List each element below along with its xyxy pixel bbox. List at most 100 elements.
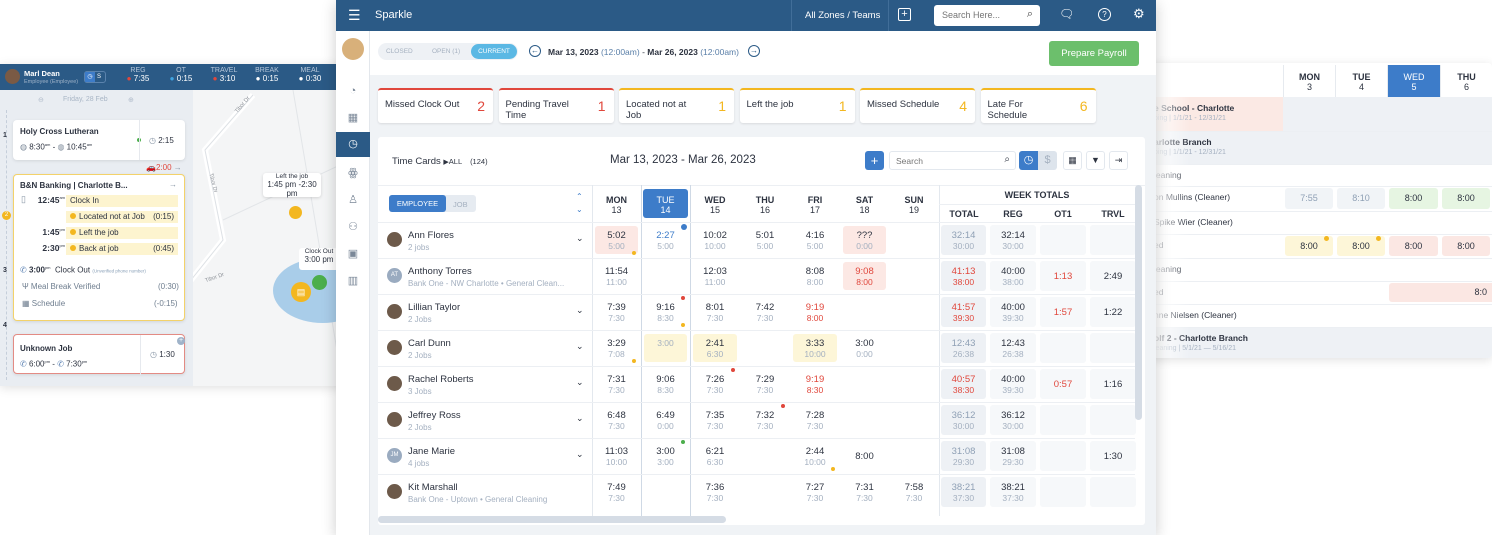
teams-icon[interactable]: ꙮ bbox=[348, 167, 358, 179]
add-icon[interactable]: + bbox=[177, 337, 185, 345]
employee-name[interactable]: Kit Marshall bbox=[408, 482, 458, 493]
timecards-search[interactable]: ⌕ bbox=[889, 151, 1016, 170]
day-cell[interactable]: 7:49 7:30 bbox=[592, 482, 641, 504]
shift-span[interactable]: 8:0 bbox=[1389, 283, 1492, 302]
chevron-down-icon[interactable]: ⌄ bbox=[576, 449, 584, 459]
help-icon[interactable]: ? bbox=[1098, 8, 1111, 21]
day-cell[interactable]: 3:00 3:00 bbox=[641, 446, 690, 468]
briefcase-icon[interactable]: ▣ bbox=[347, 248, 359, 260]
day-cell[interactable]: 11:54 11:00 bbox=[592, 266, 641, 288]
calendar-icon[interactable]: ▦ bbox=[347, 112, 359, 124]
shift-cell[interactable]: 8:00 bbox=[1442, 188, 1490, 209]
expand-collapse-icons[interactable]: ⌃ ⌄ bbox=[576, 192, 583, 214]
day-cell[interactable]: 3:00 bbox=[641, 338, 690, 349]
day-cell[interactable]: 6:21 6:30 bbox=[690, 446, 740, 468]
filter-button[interactable]: ▼ bbox=[1086, 151, 1105, 170]
day-cell[interactable]: 7:42 7:30 bbox=[740, 302, 790, 324]
day-cell[interactable]: 9:06 8:30 bbox=[641, 374, 690, 396]
day-cell[interactable]: 9:08 8:00 bbox=[840, 266, 889, 288]
user-avatar[interactable] bbox=[342, 38, 364, 60]
chevron-down-icon[interactable]: ⌄ bbox=[576, 233, 584, 243]
location-pin-icon[interactable] bbox=[289, 206, 302, 219]
add-icon[interactable]: + bbox=[898, 8, 911, 21]
timecards-icon[interactable]: ◷ bbox=[336, 132, 370, 157]
day-cell[interactable]: 8:01 7:30 bbox=[690, 302, 740, 324]
reports-icon[interactable]: ▥ bbox=[347, 275, 359, 287]
day-cell[interactable]: 2:27 5:00 bbox=[641, 230, 690, 252]
tab-open[interactable]: OPEN (1) bbox=[432, 48, 461, 55]
day-cell[interactable]: 12:03 11:00 bbox=[690, 266, 740, 288]
horizontal-scrollbar[interactable] bbox=[378, 516, 726, 523]
day-cell[interactable]: 8:00 bbox=[840, 451, 889, 462]
prepare-payroll-button[interactable]: Prepare Payroll bbox=[1049, 41, 1139, 66]
day-header-sun[interactable]: SUN 19 bbox=[889, 195, 939, 215]
job-card-unknown[interactable]: Unknown Job ✆ 6:00pm - ✆ 7:30pm ◷ 1:30 + bbox=[13, 334, 185, 375]
add-timecard-button[interactable]: + bbox=[865, 151, 884, 170]
day-cell[interactable]: 9:19 8:00 bbox=[790, 302, 840, 324]
day-cell[interactable]: 7:32 7:30 bbox=[740, 410, 790, 432]
day-cell[interactable]: 10:02 10:00 bbox=[690, 230, 740, 252]
search-input[interactable] bbox=[942, 10, 1022, 20]
tab-job[interactable]: JOB bbox=[453, 200, 468, 209]
alert-card[interactable]: Left the job 1 bbox=[739, 88, 855, 123]
building-icon[interactable]: ▤ bbox=[291, 282, 311, 302]
day-cell[interactable]: 7:29 7:30 bbox=[740, 374, 790, 396]
day-header-thu[interactable]: THU 16 bbox=[740, 195, 790, 215]
search-icon[interactable]: ⌕ bbox=[1026, 8, 1033, 20]
filter-all[interactable]: ALL bbox=[448, 157, 463, 166]
day-cell[interactable]: 3:33 10:00 bbox=[790, 338, 840, 360]
day-header-wed[interactable]: WED 15 bbox=[690, 195, 740, 215]
alert-card[interactable]: Late For Schedule 6 bbox=[980, 88, 1096, 123]
day-cell[interactable]: 8:08 8:00 bbox=[790, 266, 840, 288]
alert-card[interactable]: Pending Travel Time 1 bbox=[498, 88, 614, 123]
day-header-mon[interactable]: MON 13 bbox=[592, 195, 641, 215]
day-cell[interactable]: 5:02 5:00 bbox=[592, 230, 641, 252]
day-cell[interactable]: 9:16 8:30 bbox=[641, 302, 690, 324]
user-icon[interactable]: ♙ bbox=[348, 194, 358, 206]
prev-day-icon[interactable]: ⊖ bbox=[38, 97, 44, 104]
calendar-button[interactable]: ▦ bbox=[1063, 151, 1082, 170]
day-cell[interactable]: 7:58 7:30 bbox=[889, 482, 939, 504]
alert-card[interactable]: Missed Clock Out 2 bbox=[378, 88, 493, 123]
schedule-day-wed[interactable]: WED 5 bbox=[1387, 65, 1440, 97]
shift-cell[interactable]: 8:00 bbox=[1285, 236, 1333, 256]
day-cell[interactable]: 7:35 7:30 bbox=[690, 410, 740, 432]
chevron-down-icon[interactable]: ⌄ bbox=[576, 341, 584, 351]
day-cell[interactable]: 4:16 5:00 bbox=[790, 230, 840, 252]
chevron-down-icon[interactable]: ⌄ bbox=[576, 377, 584, 387]
day-cell[interactable]: 7:26 7:30 bbox=[690, 374, 740, 396]
day-header-sat[interactable]: SAT 18 bbox=[840, 195, 889, 215]
settings-icon[interactable]: ⚙ bbox=[1133, 6, 1145, 21]
dollar-view-toggle[interactable]: $ bbox=[1038, 151, 1057, 170]
day-cell[interactable]: 6:49 0:00 bbox=[641, 410, 690, 432]
global-search[interactable]: ⌕ bbox=[934, 5, 1040, 26]
day-cell[interactable]: 3:00 0:00 bbox=[840, 338, 889, 360]
employee-name[interactable]: Jeffrey Ross bbox=[408, 410, 461, 421]
day-cell[interactable]: 7:36 7:30 bbox=[690, 482, 740, 504]
dashboard-icon[interactable]: ◔ bbox=[349, 85, 357, 97]
users-icon[interactable]: ⚇ bbox=[348, 221, 358, 233]
shift-cell[interactable]: 8:00 bbox=[1389, 188, 1438, 209]
export-button[interactable]: ⇥ bbox=[1109, 151, 1128, 170]
employee-name[interactable]: Carl Dunn bbox=[408, 338, 451, 349]
tab-current[interactable]: CURRENT bbox=[471, 44, 517, 59]
day-cell[interactable]: 7:28 7:30 bbox=[790, 410, 840, 432]
shift-cell[interactable]: 8:10 bbox=[1337, 188, 1385, 209]
shift-cell[interactable]: 8:00 bbox=[1337, 236, 1385, 256]
search-input[interactable] bbox=[896, 156, 991, 166]
tab-employee[interactable]: EMPLOYEE bbox=[389, 195, 446, 212]
tab-closed[interactable]: CLOSED bbox=[386, 48, 413, 55]
alert-card[interactable]: Located not at Job 1 bbox=[619, 88, 734, 123]
schedule-day-tue[interactable]: TUE 4 bbox=[1335, 65, 1387, 97]
arrow-right-icon[interactable]: → bbox=[169, 180, 177, 189]
day-cell[interactable]: 2:41 6:30 bbox=[690, 338, 740, 360]
employee-name[interactable]: Anthony Torres bbox=[408, 266, 472, 277]
hours-view-toggle[interactable]: ◷ bbox=[1019, 151, 1038, 170]
day-cell[interactable]: 9:19 8:30 bbox=[790, 374, 840, 396]
arrow-right-icon[interactable]: → bbox=[173, 163, 182, 172]
day-header-tue[interactable]: TUE 14 bbox=[641, 195, 690, 215]
chat-icon[interactable]: 🗨 bbox=[1059, 7, 1075, 21]
employee-name[interactable]: Jane Marie bbox=[408, 446, 455, 457]
employee-name[interactable]: Rachel Roberts bbox=[408, 374, 474, 385]
shift-cell[interactable]: 8:00 bbox=[1442, 236, 1490, 256]
